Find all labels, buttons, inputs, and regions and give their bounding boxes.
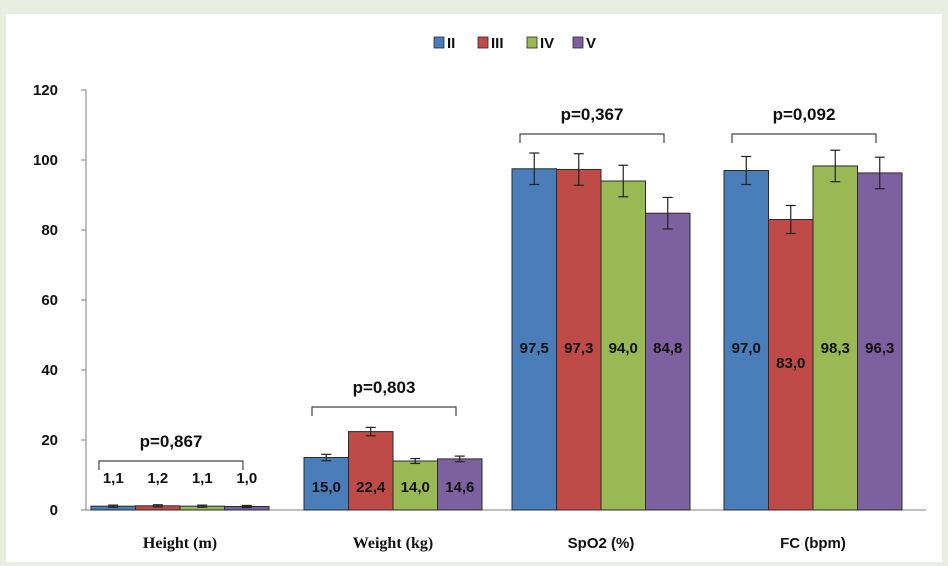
error-bar <box>662 196 673 230</box>
y-tick-label: 0 <box>50 502 58 519</box>
error-bar <box>741 155 752 186</box>
p-value-label: p=0,867 <box>140 432 203 451</box>
bracket-line <box>98 460 244 470</box>
error-bar <box>785 204 796 235</box>
error-bar <box>197 504 208 508</box>
chart-canvas: 0 20 40 60 80 100 120 Height (m) Weight (kg) SpO2… <box>33 35 926 552</box>
p-value-bracket: p=0,367 <box>519 105 665 143</box>
bars <box>90 165 903 511</box>
data-label: 83,0 <box>776 355 805 372</box>
legend-label: II <box>447 35 455 52</box>
legend-item: V <box>572 35 596 52</box>
error-bar <box>830 149 841 183</box>
data-label: 97,3 <box>564 340 593 357</box>
legend-item: III <box>477 35 504 52</box>
x-category-label: Weight (kg) <box>353 535 433 552</box>
error-bar <box>365 426 376 437</box>
p-value-bracket: p=0,092 <box>731 105 877 143</box>
legend-label: IV <box>540 35 554 52</box>
data-label: 22,4 <box>356 479 386 496</box>
error-bar <box>152 504 163 508</box>
error-bar <box>410 457 421 465</box>
bar <box>556 168 602 511</box>
legend-label: III <box>491 35 504 52</box>
data-label: 1,1 <box>103 470 124 487</box>
x-category-label: SpO2 (%) <box>568 535 635 552</box>
error-bar <box>874 156 885 190</box>
x-category-label: FC (bpm) <box>780 535 846 552</box>
legend-item: II <box>433 35 455 52</box>
y-tick-label: 40 <box>41 362 58 379</box>
y-tick-label: 20 <box>41 432 58 449</box>
bar <box>645 212 691 511</box>
p-value-bracket: p=0,867 <box>98 432 244 470</box>
p-value-label: p=0,803 <box>353 378 416 397</box>
bracket-line <box>731 133 877 143</box>
y-tick-label: 120 <box>33 82 58 99</box>
error-bar <box>108 504 119 508</box>
y-tick-label: 80 <box>41 222 58 239</box>
error-bar <box>321 453 332 462</box>
data-label: 1,0 <box>236 470 257 487</box>
bar <box>768 219 814 511</box>
error-bar <box>618 164 629 198</box>
data-label: 98,3 <box>821 340 850 357</box>
data-label: 1,2 <box>147 470 168 487</box>
legend-swatch <box>433 36 445 49</box>
data-label: 14,6 <box>445 479 474 496</box>
y-tick-label: 60 <box>41 292 58 309</box>
bar <box>812 165 858 511</box>
error-bar <box>454 455 465 463</box>
axes: 0 20 40 60 80 100 120 Height (m) Weight (kg) SpO2… <box>33 82 926 552</box>
x-category-label: Height (m) <box>143 535 217 552</box>
error-bars <box>108 149 885 509</box>
data-label: 94,0 <box>609 340 638 357</box>
legend: II III IV V <box>433 35 596 52</box>
error-bar <box>241 504 252 509</box>
error-bar <box>529 152 540 186</box>
p-value-label: p=0,367 <box>561 105 624 124</box>
data-label: 96,3 <box>865 340 894 357</box>
data-label: 14,0 <box>401 479 430 496</box>
bar <box>723 170 769 511</box>
data-label: 1,1 <box>192 470 213 487</box>
legend-swatch <box>477 36 489 49</box>
bar <box>348 431 394 511</box>
data-label: 97,0 <box>732 340 761 357</box>
p-value-brackets: p=0,867 p=0,803 p=0,367 p=0,092 <box>98 105 877 470</box>
bracket-line <box>519 133 665 143</box>
legend-swatch <box>526 36 538 49</box>
p-value-label: p=0,092 <box>773 105 836 124</box>
p-value-bracket: p=0,803 <box>311 378 457 416</box>
data-label: 84,8 <box>653 340 682 357</box>
legend-swatch <box>572 36 584 49</box>
bar <box>511 168 557 511</box>
legend-item: IV <box>526 35 554 52</box>
data-label: 97,5 <box>520 340 549 357</box>
legend-label: V <box>586 35 596 52</box>
chart-frame: 0 20 40 60 80 100 120 Height (m) Weight (kg) SpO2… <box>6 14 942 562</box>
bracket-line <box>311 406 457 416</box>
error-bar <box>573 153 584 186</box>
y-tick-label: 100 <box>33 152 58 169</box>
data-labels: 1,1 1,2 1,1 1,0 15,0 22,4 14,0 14,6 97,5 97,3 94,0… <box>103 340 895 496</box>
data-label: 15,0 <box>312 479 341 496</box>
bar <box>600 180 646 511</box>
